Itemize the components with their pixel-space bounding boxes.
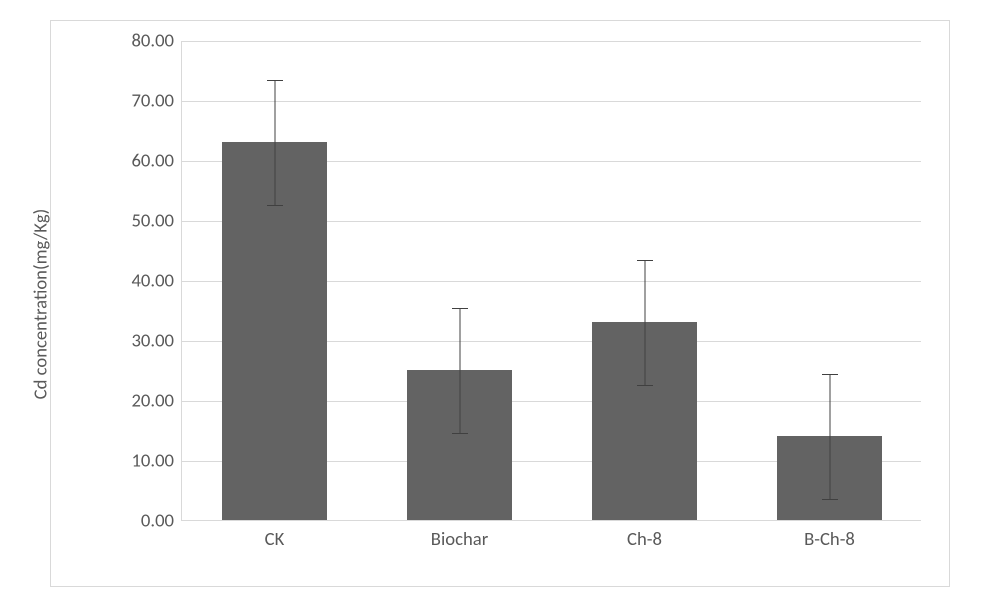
plot-area: 0.0010.0020.0030.0040.0050.0060.0070.008… <box>181 41 921 521</box>
y-tick-label: 20.00 <box>131 390 182 413</box>
y-tick-label: 30.00 <box>131 330 182 353</box>
error-bar <box>452 308 468 434</box>
y-tick-label: 10.00 <box>131 450 182 473</box>
x-tick-label: Biochar <box>431 520 488 551</box>
grid-line <box>182 41 921 42</box>
y-tick-label: 40.00 <box>131 270 182 293</box>
x-tick-label: B-Ch-8 <box>804 520 855 551</box>
y-tick-label: 80.00 <box>131 30 182 53</box>
y-tick-label: 0.00 <box>141 510 182 533</box>
chart-panel: Cd concentration(mg/Kg) 0.0010.0020.0030… <box>50 20 950 587</box>
plot-container: 0.0010.0020.0030.0040.0050.0060.0070.008… <box>181 41 921 521</box>
error-bar <box>267 80 283 206</box>
x-tick-label: CK <box>265 520 285 551</box>
y-tick-label: 60.00 <box>131 150 182 173</box>
x-tick-label: Ch-8 <box>627 520 662 551</box>
y-axis-label: Cd concentration(mg/Kg) <box>30 208 53 399</box>
y-tick-label: 70.00 <box>131 90 182 113</box>
error-bar <box>822 374 838 500</box>
error-bar <box>637 260 653 386</box>
y-tick-label: 50.00 <box>131 210 182 233</box>
grid-line <box>182 101 921 102</box>
